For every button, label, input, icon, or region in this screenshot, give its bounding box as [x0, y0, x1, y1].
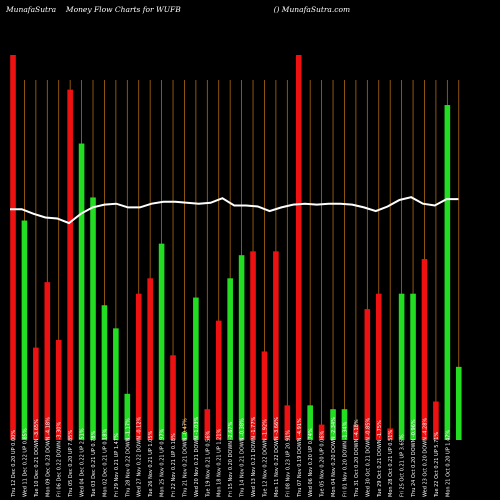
flow-bar [21, 220, 28, 440]
flow-bar [158, 243, 165, 440]
x-tick-label: Thu 24 Oct 0.20 DOWN -0.96% [411, 419, 417, 498]
flow-bar [261, 351, 268, 440]
x-tick-label: Thu 07 Nov 0.19 DOWN -4.91% [297, 418, 303, 498]
x-tick-label: Tue 22 Oct 0.21 UP 5.71% [434, 432, 440, 498]
x-tick-label: Wed 11 Dec 0.22 UP 0.85% [22, 428, 28, 497]
x-tick-label: Tue 12 Nov 0.22 DOWN -1.92% [262, 419, 268, 498]
flow-bar [90, 197, 96, 440]
flow-bar [341, 409, 348, 440]
x-tick-label: Thu 21 Nov 0.21 DOWN -0.47% [182, 418, 188, 498]
flow-bar [398, 293, 405, 440]
x-tick-label: Tue 10 Dec 0.21 DOWN -3.65% [34, 419, 40, 498]
x-tick-label: Wed 20 Nov 0.21 DOWN -1.03% [194, 416, 200, 497]
flow-bar [204, 409, 211, 440]
flow-bar [295, 55, 302, 440]
flow-bar [375, 293, 382, 440]
x-tick-label: Mon 28 Oct 0.21 UP 0.51% [388, 430, 394, 497]
x-tick-label: Wed 13 Nov 0.21 DOWN -1.77% [251, 416, 257, 497]
flow-bar [193, 297, 199, 440]
flow-bar [55, 339, 62, 440]
x-tick-label: Mon 25 Nov 0.21 UP 0.97% [160, 428, 166, 497]
flow-bar [433, 401, 439, 440]
x-tick-label: Fri 29 Nov 0.21 UP 1.47% [114, 433, 120, 497]
flow-bar [318, 424, 325, 440]
x-tick-label: Thu 12 Dec 0.20 UP 0.00% [11, 430, 17, 498]
chart-title: MunafaSutra Money Flow Charts for WUFB (… [6, 5, 350, 14]
x-tick-label: Mon 18 Nov 0.21 UP 1.21% [217, 428, 223, 497]
x-tick-label: Mon 09 Dec 0.23 DOWN -4.18% [45, 417, 51, 497]
price-line [10, 196, 459, 225]
x-tick-label: Fri 22 Nov 0.21 UP 0.18% [171, 433, 177, 497]
x-tick-label: Mon 04 Nov 0.20 DOWN -2.34% [331, 417, 337, 497]
flow-bar [238, 255, 245, 440]
flow-bar [273, 251, 279, 440]
x-tick-label: Fri 15 Nov 0.20 DOWN -2.67% [228, 421, 234, 497]
flow-bar [67, 89, 73, 441]
x-tick-label: Mon 21 Oct 0.20 UP 1.47% [445, 430, 451, 497]
x-tick-label: Wed 30 Oct 0.21 DOWN -0.85% [365, 418, 371, 497]
flow-bar [113, 328, 119, 440]
flow-bar [364, 309, 371, 440]
flow-bar [44, 282, 51, 440]
x-tick-label: Tue 19 Nov 0.21 UP 0.56% [205, 430, 211, 498]
flow-bar [444, 105, 451, 441]
flow-bar [410, 293, 416, 440]
x-tick-label: Thu 05 Dec 0.20 UP 7.85% [68, 430, 74, 498]
x-tick-label: Wed 23 Oct 0.20 DOWN -4.28% [422, 418, 428, 497]
x-tick-label: Fri 06 Dec 0.22 DOWN -3.30% [57, 422, 63, 497]
flow-bar [181, 432, 188, 440]
flow-bar [284, 405, 291, 440]
x-tick-label: Mon 11 Nov 0.22 DOWN -3.66% [274, 417, 280, 497]
x-tick-label: Fri 01 Nov 0.20 DOWN -1.34% [342, 421, 348, 497]
x-tick-label: Wed 06 Nov 0.20 UP 0.74% [308, 428, 314, 497]
x-tick-label: Fri 08 Nov 0.23 UP 20.91% [285, 430, 291, 497]
flow-bar [250, 251, 256, 440]
flow-bar [307, 405, 313, 440]
x-tick-label: Tue 05 Nov 0.20 UP 0.06% [320, 430, 326, 498]
x-tick-label: Fri 25 Oct 0.21 UP 3.65% [400, 434, 406, 497]
flow-bar [10, 55, 16, 440]
x-tick-label: Wed 27 Nov 0.22 DOWN -0.12% [137, 416, 143, 497]
flow-bar [330, 409, 336, 440]
flow-bar [215, 320, 222, 440]
x-tick-label: Wed 04 Dec 0.22 UP 2.51% [80, 428, 86, 497]
flow-bar [353, 424, 359, 440]
flow-bar [33, 347, 39, 440]
chart-caption: Money Flow Charts for WUFB [65, 5, 181, 14]
flow-bar [147, 278, 153, 440]
x-tick-label: Mon 02 Dec 0.21 UP 0.18% [102, 429, 108, 497]
flow-bar [101, 305, 108, 440]
flow-bar [387, 428, 393, 440]
copyright-text: () MunafaSutra.com [273, 5, 351, 14]
flow-bar [227, 278, 233, 440]
flow-bar [421, 259, 428, 440]
flow-bar [124, 393, 131, 440]
x-tick-label: Thu 31 Oct 0.20 DOWN -4.18% [354, 419, 360, 498]
flow-bar [135, 293, 142, 440]
x-tick-label: Tue 29 Oct 0.21 DOWN -1.75% [377, 420, 383, 498]
flow-bar [78, 143, 85, 441]
flow-bar [170, 355, 176, 440]
x-tick-label: Tue 26 Nov 0.21 UP 1.05% [148, 430, 154, 498]
x-tick-label: Thu 14 Nov 0.21 DOWN -0.38% [240, 418, 246, 498]
x-tick-label: Thu 28 Nov 0.22 DOWN -1.17% [125, 418, 131, 498]
brand-name: MunafaSutra [6, 5, 57, 14]
x-tick-label: Tue 03 Dec 0.21 UP 0.78% [91, 431, 97, 498]
flow-bar [455, 366, 462, 440]
